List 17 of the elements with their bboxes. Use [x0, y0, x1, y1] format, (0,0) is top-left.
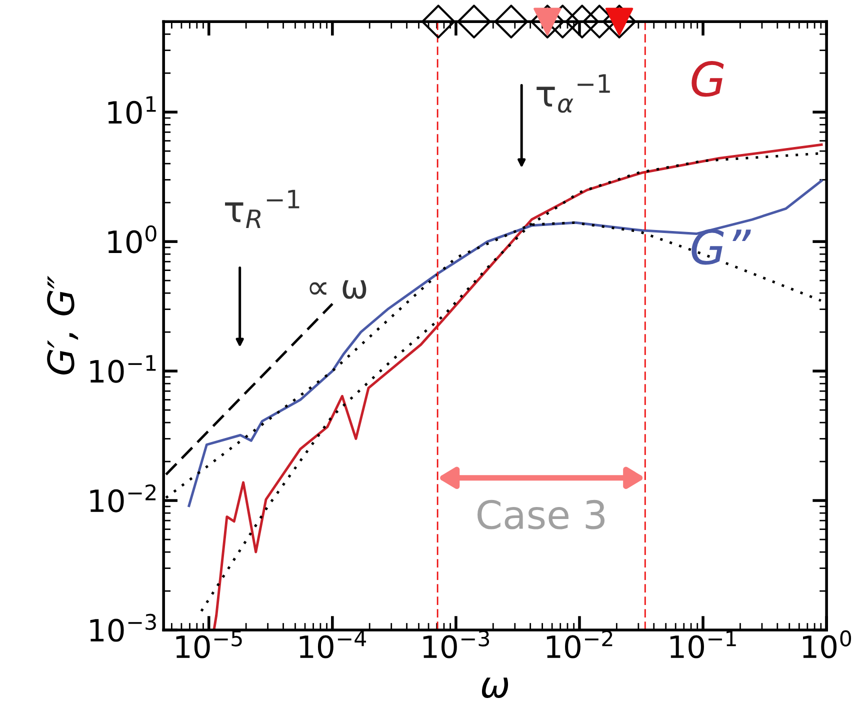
y-tick-label: 10$^{1}$ — [108, 96, 156, 124]
x-axis-title: ω — [482, 678, 508, 698]
x-tick-label: 10$^{0}$ — [803, 630, 852, 658]
annotation: Case 3 — [478, 500, 605, 530]
annotation: τ$_{α}$$^{−1}$ — [536, 74, 610, 113]
x-tick-label: 10$^{−4}$ — [300, 630, 366, 658]
x-tick-label: 10$^{−2}$ — [546, 630, 612, 658]
y-tick-label: 10$^{−1}$ — [90, 355, 156, 383]
y-tick-label: 10$^{0}$ — [108, 225, 156, 254]
y-tick-label: 10$^{−2}$ — [90, 484, 156, 512]
series-label: G — [692, 61, 724, 97]
x-tick-label: 10$^{−3}$ — [423, 630, 490, 658]
x-tick-label: 10$^{−5}$ — [176, 630, 242, 658]
annotation: ∝ ω — [310, 280, 366, 299]
y-axis-title: G′, G″ — [47, 276, 78, 374]
x-tick-label: 10$^{−1}$ — [670, 630, 736, 658]
annotation: τ$_{R}$$^{−1}$ — [225, 190, 300, 228]
